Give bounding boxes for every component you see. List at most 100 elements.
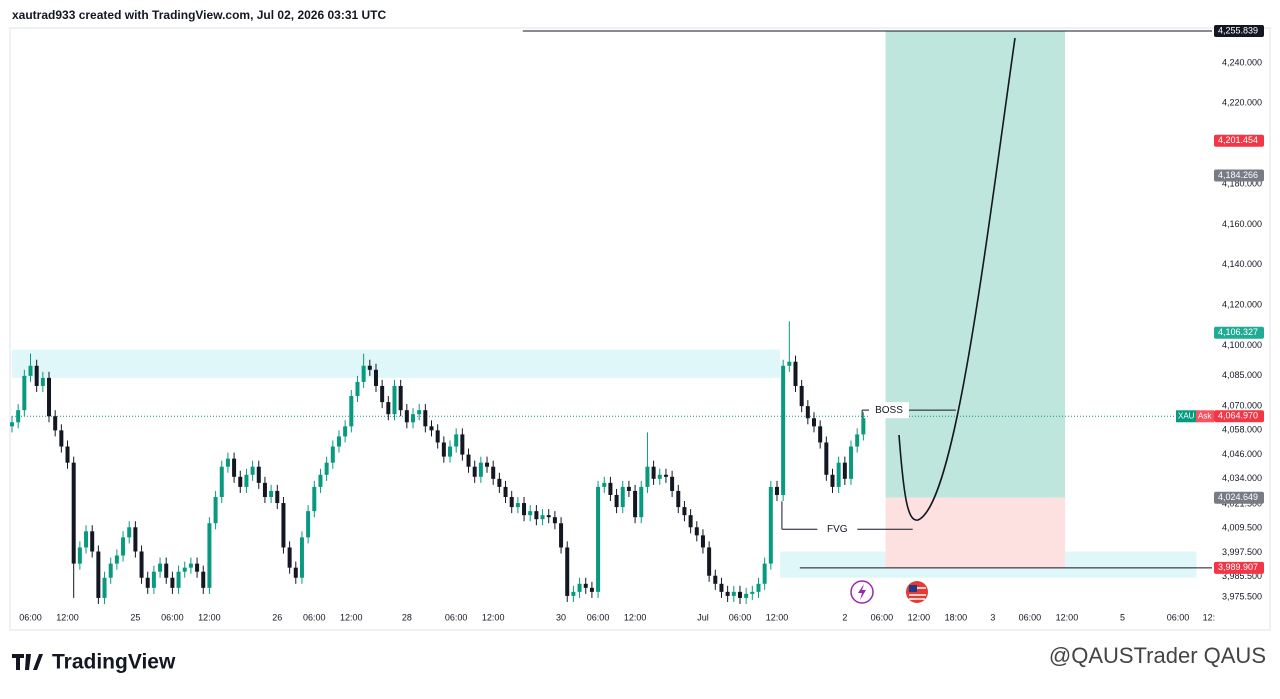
candle-body [373,369,378,386]
x-tick-label: 06:00 [445,612,468,622]
flag-icon [909,585,917,592]
candle-body [281,503,286,548]
candle-body [256,466,261,483]
x-tick-label: 12:00 [766,612,789,622]
candle-body [614,494,619,508]
flag-icon [909,587,926,600]
candle-body [583,583,588,588]
candle-body [663,474,668,477]
candle-body [429,426,434,431]
x-tick-label: 30 [556,612,566,622]
candle-body [121,537,126,556]
level-label: FVG [827,524,848,535]
candle-body [28,365,33,376]
x-tick-label: 12:00 [1056,612,1079,622]
price-label: 4,255.839 [1218,25,1258,35]
candle-body [688,515,693,528]
candle-body [102,577,107,598]
candle-body [22,375,27,411]
x-tick-label: 12:00 [198,612,221,622]
zone [12,349,781,378]
watermark: @QAUSTrader QAUS [1049,643,1266,668]
price-label: 3,989.907 [1218,562,1258,572]
candle-body [861,418,866,435]
x-tick-label: 06:00 [161,612,184,622]
candle-body [145,577,150,588]
candle-body [269,490,274,497]
candle-body [336,436,341,447]
candle-body [435,430,440,443]
candle-body [657,474,662,479]
logo [12,654,43,670]
x-tick-label: 12:00 [482,612,505,622]
candle-body [392,385,397,415]
candle-body [250,466,255,475]
y-tick-label: 4,034.000 [1222,473,1262,483]
price-label-bg [1214,561,1264,574]
candle-body [380,385,385,403]
y-tick-label: 4,070.000 [1222,401,1262,411]
candle-body [756,583,761,592]
price-label-bg [1214,169,1264,182]
x-tick-label: 12:00 [340,612,363,622]
x-tick-label: 26 [272,612,282,622]
candle-body [799,385,804,407]
candle-body [176,571,181,588]
candle-body [750,591,755,594]
candle-body [676,490,681,508]
loss-zone [885,497,1066,568]
candle-body [53,416,58,431]
candle-body [349,396,354,427]
candle-body [133,527,138,552]
candle-body [596,486,601,592]
y-tick-label: 4,140.000 [1222,259,1262,269]
x-tick-label: 12:00 [624,612,647,622]
candle-body [361,365,366,382]
y-tick-label: 4,085.000 [1222,370,1262,380]
x-tick-label: 5 [1120,612,1125,622]
x-tick-label: 06:00 [587,612,610,622]
price-label-bg [1214,410,1264,423]
candle-body [744,593,749,598]
candle-body [824,442,829,475]
candle-body [855,434,860,447]
candle-body [497,478,502,487]
caption: xautrad933 created with TradingView.com,… [12,8,386,22]
candle-body [139,551,144,578]
candle-body [491,466,496,479]
candle-body [781,365,786,495]
candle-body [84,531,89,548]
candle-body [398,385,403,411]
candle-body [608,482,613,495]
price-label: 4,184.266 [1218,170,1258,180]
candle-body [713,575,718,584]
price-label-bg [1214,24,1264,37]
candle-body [559,523,564,548]
candle-body [460,434,465,455]
y-tick-label: 4,240.000 [1222,57,1262,67]
candle-body [34,365,39,386]
candle-body [293,567,298,578]
candle-body [626,486,631,491]
candle-body [77,547,82,564]
candle-body [423,410,428,427]
candle-body [306,511,311,538]
candle-body [96,551,101,598]
candle-body [448,446,453,457]
candle-body [10,422,14,427]
candle-body [59,430,64,447]
y-tick-label: 4,220.000 [1222,98,1262,108]
candle-body [565,547,570,596]
candle-body [195,563,200,572]
candle-body [577,583,582,592]
candle-body [262,482,267,497]
candle-body [503,486,508,497]
y-tick-label: 4,160.000 [1222,219,1262,229]
candle-body [299,537,304,578]
side-tag: Ask [1198,411,1212,420]
candle-body [707,547,712,576]
candle-body [540,515,545,520]
candle-body [651,466,656,479]
y-tick-label: 3,997.500 [1222,547,1262,557]
candle-body [355,381,360,397]
